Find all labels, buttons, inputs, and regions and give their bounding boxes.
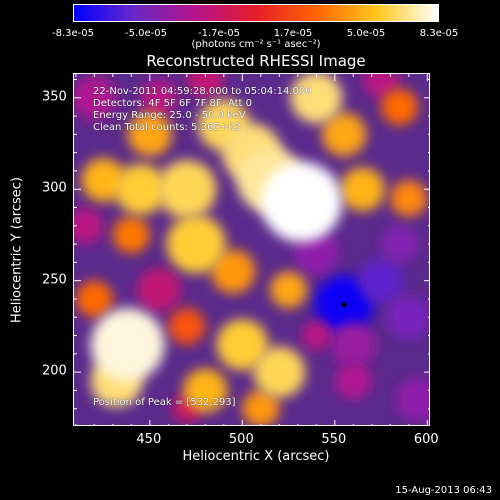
colorbar-tick-label: 8.3e-05 xyxy=(419,28,459,39)
emission-blob xyxy=(270,271,308,309)
emission-blob xyxy=(112,216,150,254)
negative-blob xyxy=(331,322,376,367)
emission-blob xyxy=(127,112,173,157)
emission-blob xyxy=(321,112,367,157)
negative-blob xyxy=(386,295,429,340)
emission-blob xyxy=(157,159,217,219)
negative-blob xyxy=(74,75,117,120)
colorbar-tick-label: 5.0e-05 xyxy=(346,28,386,39)
total-counts-annotation: Clean Total counts: 5.36E+03 xyxy=(93,122,241,133)
emission-blob xyxy=(168,308,206,345)
emission-blob xyxy=(390,180,428,217)
emission-blob xyxy=(75,280,113,318)
colorbar-tick-label: 1.7e-05 xyxy=(273,28,313,39)
emission-blob xyxy=(290,74,343,124)
heatmap-image xyxy=(74,74,429,425)
negative-blob xyxy=(381,225,419,263)
y-axis-label: Heliocentric Y (arcsec) xyxy=(9,177,25,323)
emission-blob xyxy=(216,319,269,371)
y-tick-label: 250 xyxy=(42,272,67,288)
colorbar-unit-label: (photons cm⁻² s⁻¹ asec⁻²) xyxy=(191,39,321,50)
emission-blob xyxy=(242,390,280,425)
emission-blob xyxy=(114,163,167,215)
negative-blob xyxy=(136,267,182,312)
emission-blob xyxy=(260,161,343,243)
negative-blob xyxy=(301,320,332,351)
colorbar-tick-label: -8.3e-05 xyxy=(52,28,94,39)
colorbar-tick-label: -5.0e-05 xyxy=(125,28,167,39)
y-tick-label: 300 xyxy=(42,180,67,196)
y-tick-label: 200 xyxy=(42,363,67,379)
x-axis-label: Heliocentric X (arcsec) xyxy=(182,449,330,464)
negative-blob xyxy=(395,377,429,422)
emission-blob xyxy=(340,167,385,212)
detectors-annotation: Detectors: 4F 5F 6F 7F 8F, Att 0 xyxy=(93,98,253,109)
negative-blob xyxy=(334,362,372,400)
negative-blob xyxy=(294,231,339,276)
colorbar-tick-label: -1.7e-05 xyxy=(198,28,240,39)
emission-blob xyxy=(81,158,126,203)
colorbar xyxy=(73,4,439,22)
peak-position-annotation: Position of Peak = [532,293] xyxy=(93,397,236,408)
emission-blob xyxy=(381,88,419,126)
marker-cross xyxy=(341,301,348,308)
emission-blob xyxy=(210,249,256,294)
x-tick-label: 450 xyxy=(136,432,162,447)
negative-blob xyxy=(358,258,404,303)
emission-blob xyxy=(166,214,226,274)
emission-blob xyxy=(183,368,228,413)
negative-blob xyxy=(140,79,178,117)
x-tick-label: 600 xyxy=(413,432,439,447)
x-tick-label: 500 xyxy=(228,432,254,447)
emission-blob xyxy=(253,346,306,398)
energy-range-annotation: Energy Range: 25.0 - 50.0 keV xyxy=(93,110,246,121)
plot-timestamp: 15-Aug-2013 06:43 xyxy=(395,485,492,496)
negative-blob xyxy=(74,207,104,245)
time-range-annotation: 22-Nov-2011 04:59:28.000 to 05:04:14.000 xyxy=(93,86,312,97)
plot-area xyxy=(73,73,430,426)
chart-title: Reconstructed RHESSI Image xyxy=(146,52,366,70)
y-tick-label: 350 xyxy=(42,89,67,105)
negative-blob xyxy=(186,74,224,98)
emission-blob xyxy=(90,308,165,382)
x-tick-label: 550 xyxy=(321,432,347,447)
